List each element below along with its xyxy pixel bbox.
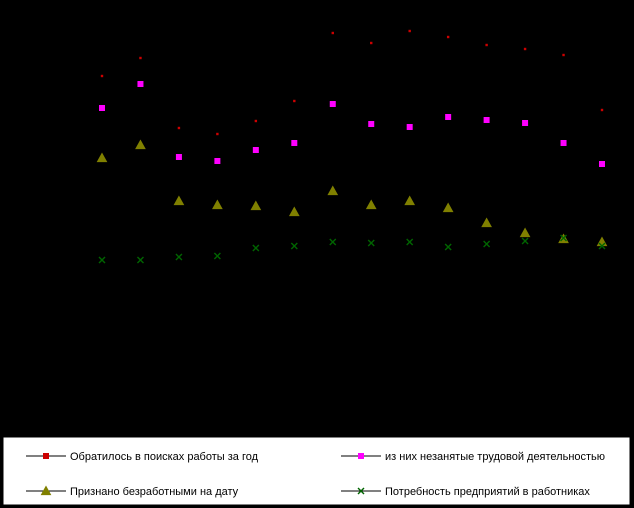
data-point [175,253,183,261]
data-point [368,121,375,127]
data-point [96,152,108,163]
data-point [214,158,221,164]
data-point [331,31,334,35]
data-point [365,199,377,210]
data-point [252,244,260,252]
legend-box [2,436,631,506]
legend-marker [40,485,52,496]
data-point [442,202,454,213]
data-point [177,126,181,130]
data-point [483,240,491,248]
data-point [523,47,527,51]
legend-marker [357,487,365,495]
data-point [327,185,339,196]
data-point [250,200,262,211]
data-point [99,105,105,111]
data-point [290,242,298,250]
data-point [600,108,604,112]
data-point [135,139,146,150]
data-point [291,140,298,146]
legend: Обратилось в поисках работы за год из них… [2,436,631,506]
data-point [212,199,223,210]
data-point [485,43,488,47]
series-2 [99,81,605,167]
data-point [444,243,452,251]
data-point [137,81,144,87]
data-point [136,256,144,264]
data-point [599,161,605,167]
legend-marker [358,453,364,459]
data-point [562,53,565,57]
legend-items: Обратилось в поисках работы за год из них… [26,451,605,498]
data-point [408,29,411,33]
legend-item-2: из них незанятые трудовой деятельностью [341,451,605,463]
legend-label: из них незанятые трудовой деятельностью [385,451,605,463]
data-point [252,147,259,153]
data-point [521,237,529,245]
data-point [329,238,337,246]
legend-item-1: Обратилось в поисках работы за год [26,451,259,463]
legend-item-3: Признано безработными на дату [26,485,239,498]
legend-item-4: Потребность предприятий в работниках [341,486,590,498]
data-point [598,242,606,250]
data-point [446,35,450,39]
data-point [404,195,416,206]
data-point [98,256,106,264]
data-point [519,227,531,238]
data-point [406,238,414,246]
data-point [370,41,373,45]
data-point [293,99,296,103]
data-point [560,140,567,146]
data-point [288,206,300,217]
data-point [483,117,490,123]
data-point [216,132,219,136]
data-point [367,239,375,247]
plot-area [96,29,608,264]
data-point [100,74,104,78]
legend-marker [43,453,49,459]
data-point [213,252,221,260]
legend-label: Потребность предприятий в работниках [385,486,590,498]
data-point [139,56,142,60]
data-point [560,234,568,242]
data-point [254,119,258,123]
legend-label: Обратилось в поисках работы за год [70,451,259,463]
legend-label: Признано безработными на дату [70,486,239,498]
data-point [406,124,413,130]
data-point [522,120,529,126]
data-point [329,101,336,107]
data-point [481,217,492,228]
data-point [173,195,185,206]
series-1 [100,29,604,136]
series-3 [96,139,608,247]
series-4 [98,234,606,264]
data-point [445,114,452,120]
data-point [175,154,182,160]
